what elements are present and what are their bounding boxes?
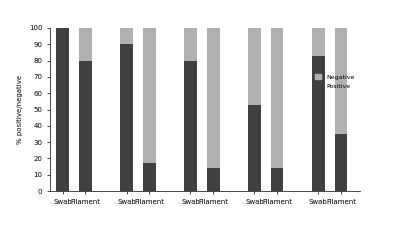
Bar [120,28,133,44]
Bar [184,28,197,61]
Bar [207,28,220,168]
Bar [207,168,220,191]
Bar [335,28,348,134]
Legend: Negative, Positive: Negative, Positive [312,72,357,91]
Bar [143,163,156,191]
Bar [79,61,92,191]
Bar [271,168,284,191]
Bar [184,61,197,191]
Bar [79,28,92,61]
Bar [120,44,133,191]
Bar [248,28,261,105]
Bar [335,134,348,191]
Bar [271,28,284,168]
Bar [143,28,156,163]
Bar [248,105,261,191]
Bar [312,56,325,191]
Y-axis label: % positive/negative: % positive/negative [17,75,23,144]
Bar [312,28,325,56]
Bar [56,28,69,191]
